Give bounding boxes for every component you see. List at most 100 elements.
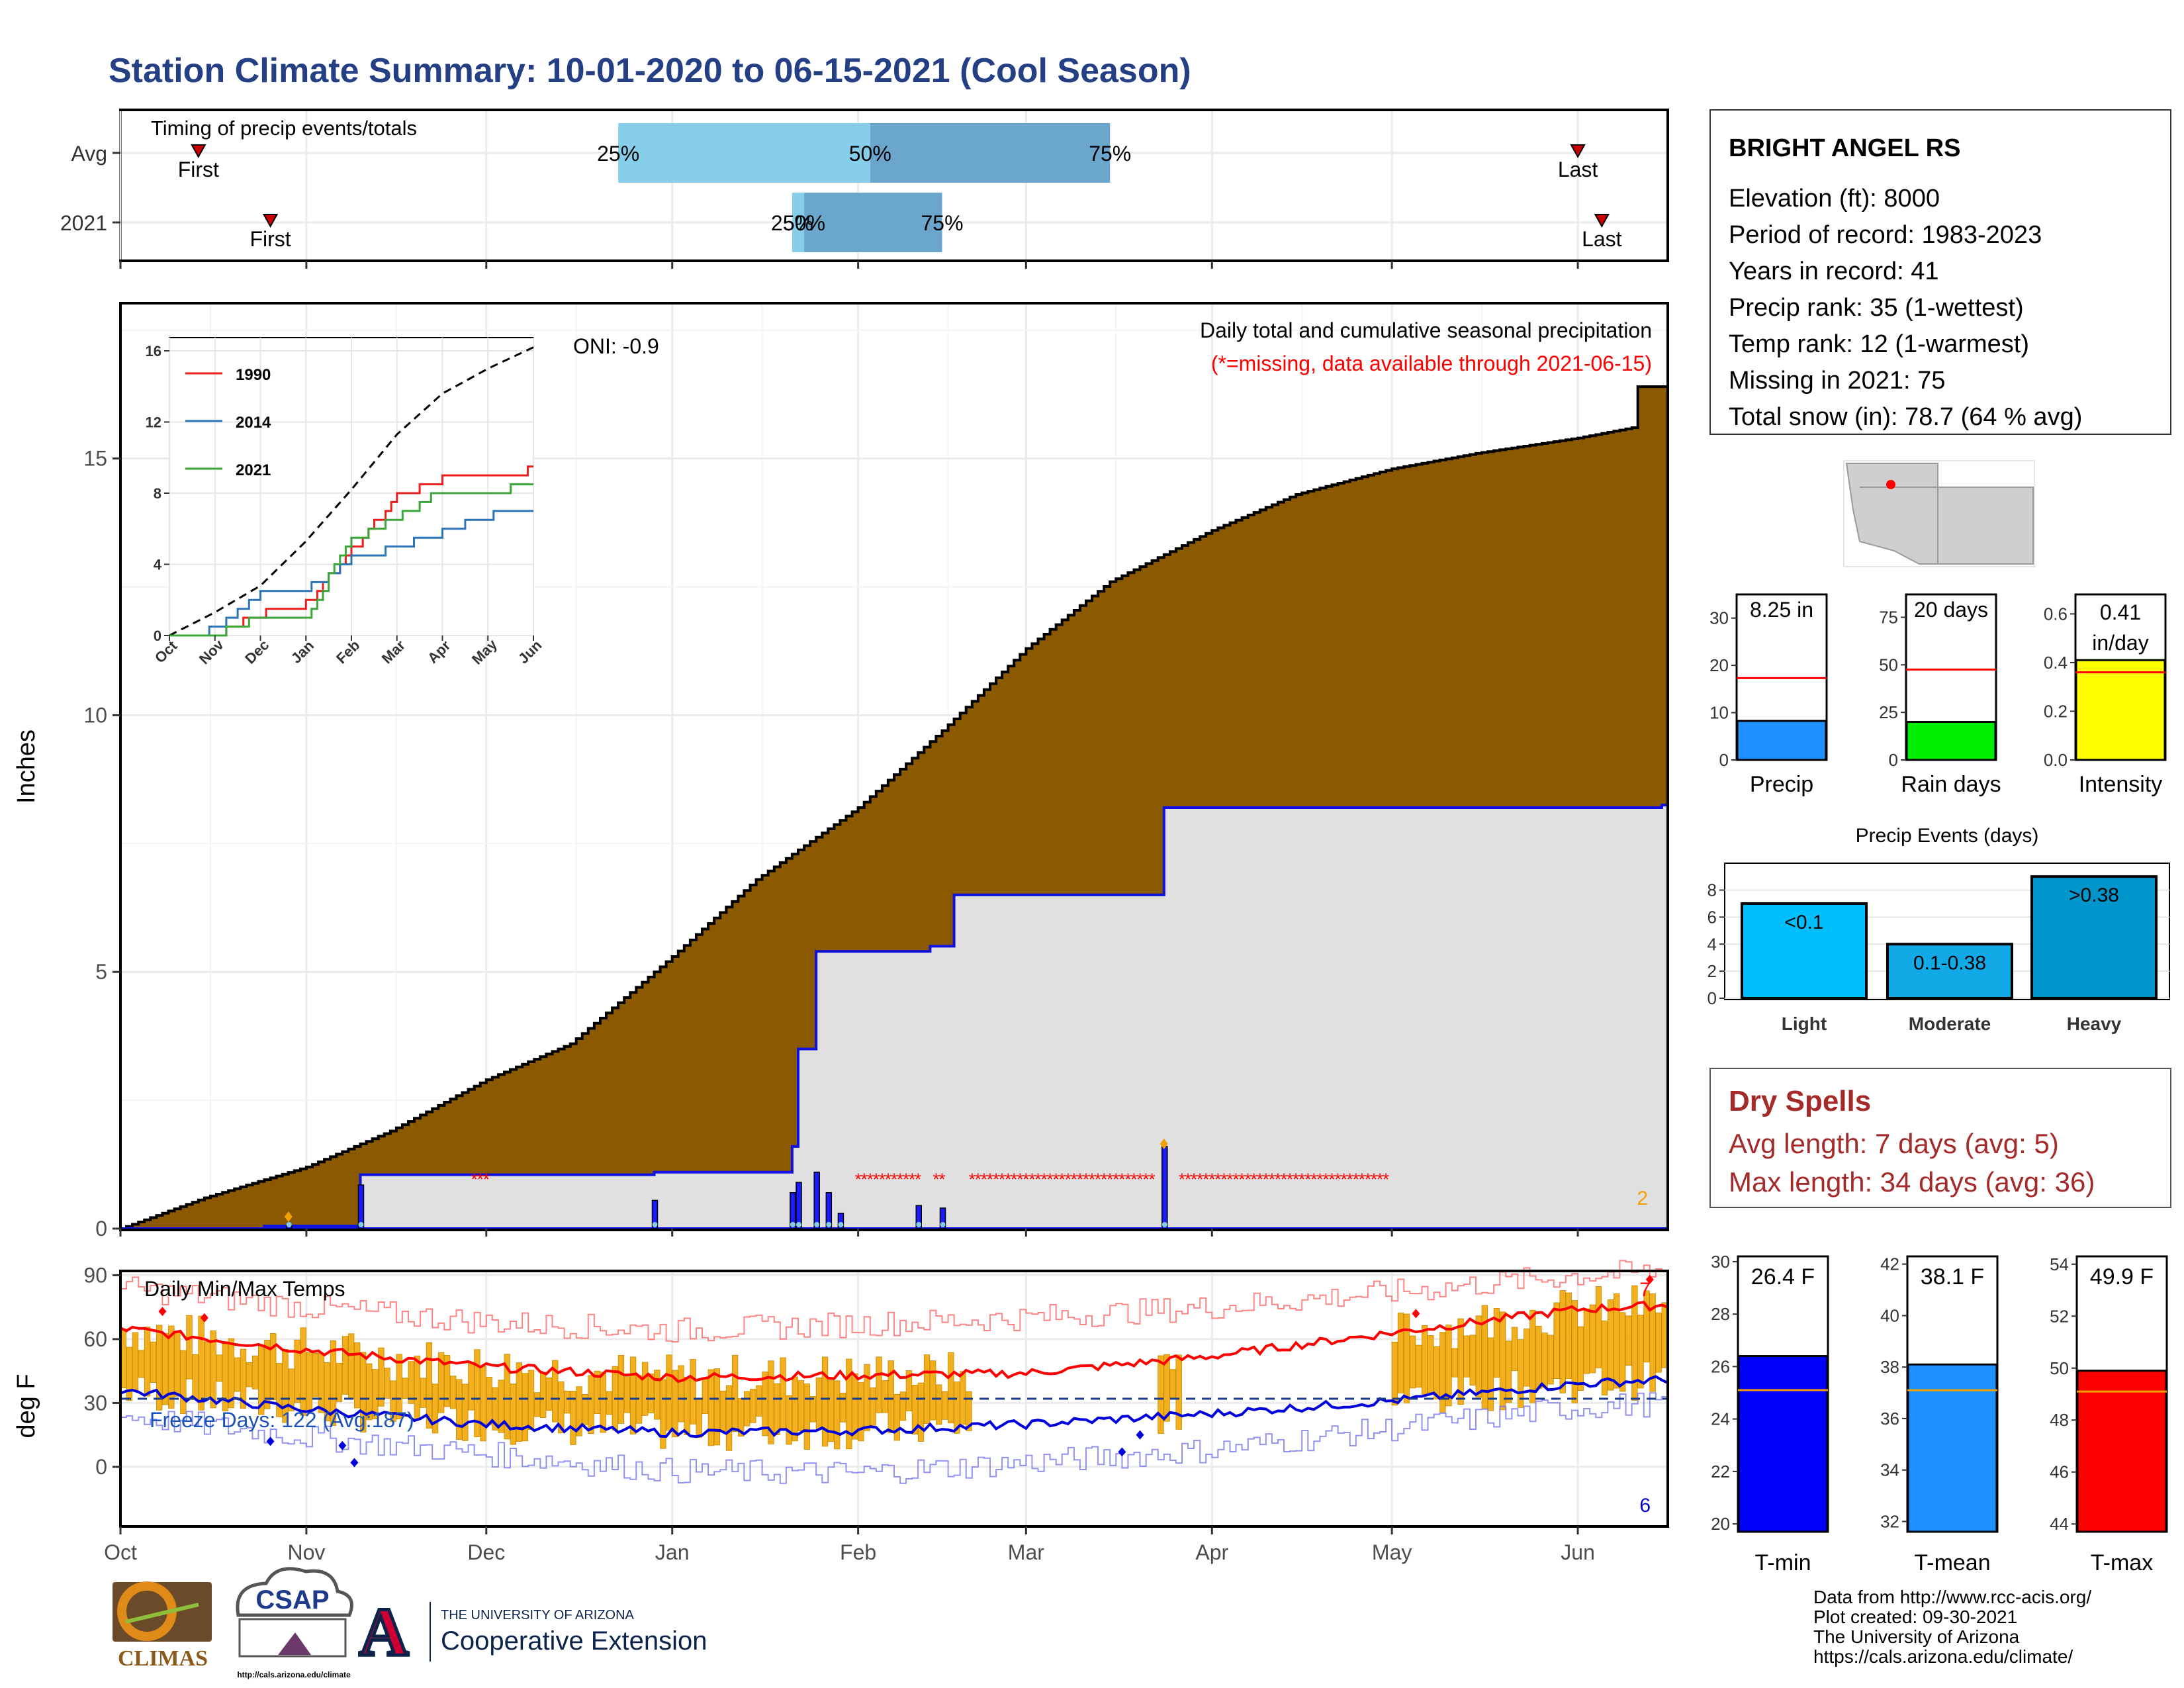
daily-precip-dot xyxy=(796,1222,802,1227)
temp-day-bar xyxy=(840,1392,846,1423)
temp-day-bar xyxy=(731,1354,739,1432)
missing-day-marker: * xyxy=(885,1169,891,1189)
missing-day-marker: * xyxy=(1371,1169,1377,1189)
temp-y-tick-label: 0 xyxy=(95,1455,107,1479)
missing-day-marker: * xyxy=(1328,1169,1335,1189)
inset-series-line xyxy=(169,346,534,637)
temp-day-bar xyxy=(660,1379,666,1449)
missing-day-marker: * xyxy=(1005,1169,1011,1189)
temp-day-bar xyxy=(719,1390,727,1432)
missing-day-marker: * xyxy=(933,1169,939,1189)
temp-day-bar xyxy=(396,1354,402,1420)
footer-line: The University of Arizona xyxy=(1813,1626,2020,1647)
temp-summary-y-tick-label: 30 xyxy=(1711,1252,1730,1272)
summary-bar-value-label: 20 days xyxy=(1914,598,1988,622)
station-line: Period of record: 1983-2023 xyxy=(1729,221,2042,249)
x-axis-tick-label: May xyxy=(1372,1540,1412,1564)
temp-day-bar xyxy=(390,1380,396,1423)
temp-day-bar xyxy=(629,1356,637,1434)
daily-precip-dot xyxy=(916,1222,922,1227)
footer: Data from http://www.rcc-acis.org/ Plot … xyxy=(113,1567,2091,1679)
temp-day-bar xyxy=(192,1354,199,1400)
temp-day-bar xyxy=(186,1315,193,1380)
temp-day-bar xyxy=(1505,1340,1512,1403)
dry-spells-box: Dry Spells Avg length: 7 days (avg: 5) M… xyxy=(1709,1068,2171,1208)
climas-logo-swoosh xyxy=(125,1603,199,1624)
precip-y-tick-label: 5 xyxy=(95,960,107,984)
temp-day-bar xyxy=(923,1354,931,1424)
footer-line: Plot created: 09-30-2021 xyxy=(1813,1607,2017,1627)
missing-day-marker: * xyxy=(1071,1169,1077,1189)
station-info-frame xyxy=(1709,109,2171,435)
temp-day-bar xyxy=(917,1382,925,1442)
daily-precip-bar xyxy=(1161,1146,1168,1229)
precip-events-bar xyxy=(1886,943,2013,1000)
temp-day-bar xyxy=(420,1378,427,1408)
temp-record-marker xyxy=(1136,1430,1144,1440)
temp-day-bar xyxy=(510,1383,516,1445)
summary-bar-charts: 0 10 20 30 8.25 in Precip 0 25 50 75 20 days Rain d… xyxy=(1709,593,2167,797)
inset-y-tick-label: 0 xyxy=(154,628,161,644)
missing-day-marker: * xyxy=(1017,1169,1023,1189)
missing-day-marker: * xyxy=(1214,1169,1221,1189)
temp-summary-y-tick-label: 54 xyxy=(2050,1254,2069,1274)
temperature-panel: 0 30 60 90 deg F Daily Min/Max Temps Freeze… xyxy=(13,1229,1669,1564)
temp-summary-y-tick-label: 48 xyxy=(2050,1410,2069,1430)
timing-yr-last-label: Last xyxy=(1582,227,1622,251)
precip-events-chart: Precip Events (days) 0 2 4 6 8 <0.1 Light 0.1-… xyxy=(1707,825,2170,1034)
month-x-axis: Oct Nov Dec Jan Feb Mar Apr May Jun xyxy=(104,1229,1595,1564)
temp-day-bar xyxy=(1518,1339,1524,1408)
missing-day-marker: * xyxy=(1113,1169,1119,1189)
temp-summary-category-label: T-mean xyxy=(1914,1550,1990,1575)
temp-day-bar xyxy=(827,1380,835,1442)
temp-day-bar xyxy=(1499,1311,1506,1411)
temp-day-bar xyxy=(443,1355,451,1407)
temp-day-bar xyxy=(1601,1320,1608,1395)
csap-url: http://cals.arizona.edu/climate xyxy=(237,1670,351,1679)
missing-day-marker: * xyxy=(993,1169,999,1189)
missing-day-marker: * xyxy=(897,1169,903,1189)
legend-2021-label: 2021 xyxy=(236,461,271,479)
x-axis-tick-label: Dec xyxy=(467,1540,505,1564)
temp-day-bar xyxy=(1397,1313,1404,1393)
temp-day-bar xyxy=(1481,1305,1488,1409)
timing-yr-p50-label: 50% xyxy=(783,211,825,235)
temp-day-bar xyxy=(1619,1312,1626,1392)
temp-day-bar xyxy=(270,1333,277,1401)
temp-day-bar xyxy=(1469,1335,1476,1385)
daily-precip-dot xyxy=(940,1222,946,1227)
temp-summary-y-tick-label: 24 xyxy=(1711,1409,1730,1429)
missing-day-marker: * xyxy=(1383,1169,1389,1189)
precip-events-title: Precip Events (days) xyxy=(1856,825,2039,847)
dry-spells-avg: Avg length: 7 days (avg: 5) xyxy=(1729,1128,2059,1159)
temp-day-bar xyxy=(234,1357,241,1392)
missing-day-marker: * xyxy=(873,1169,880,1189)
temp-record-marker xyxy=(1412,1309,1420,1319)
x-axis-tick-label: Apr xyxy=(1195,1540,1228,1564)
temp-record-marker xyxy=(158,1307,167,1317)
temp-day-bar xyxy=(1559,1290,1566,1393)
temp-day-bar xyxy=(150,1341,157,1383)
station-name: BRIGHT ANGEL RS xyxy=(1729,134,1960,162)
missing-day-marker: * xyxy=(975,1169,981,1189)
precip-events-y-tick-label: 4 xyxy=(1707,934,1717,954)
temp-day-bar xyxy=(456,1379,463,1440)
temp-day-bar xyxy=(1529,1309,1536,1403)
timing-yr-last-marker xyxy=(1594,214,1610,228)
temp-day-bar xyxy=(360,1352,367,1432)
temp-summary-y-tick-label: 52 xyxy=(2050,1306,2069,1326)
summary-bar-category-label: Rain days xyxy=(1901,772,2001,797)
footer-line: Data from http://www.rcc-acis.org/ xyxy=(1813,1587,2091,1607)
temp-day-bar xyxy=(954,1382,960,1434)
missing-day-marker: * xyxy=(1089,1169,1095,1189)
precip-y-tick-label: 0 xyxy=(95,1217,107,1241)
temp-day-bar xyxy=(1175,1354,1182,1430)
missing-day-marker: * xyxy=(867,1169,874,1189)
temp-day-bar xyxy=(1163,1354,1170,1422)
temp-day-bar xyxy=(474,1349,480,1438)
temp-day-bar xyxy=(815,1378,823,1430)
precip-events-bar-label: <0.1 xyxy=(1784,912,1823,933)
temp-day-bar xyxy=(846,1358,852,1450)
temp-summary-y-tick-label: 34 xyxy=(1880,1460,1899,1480)
